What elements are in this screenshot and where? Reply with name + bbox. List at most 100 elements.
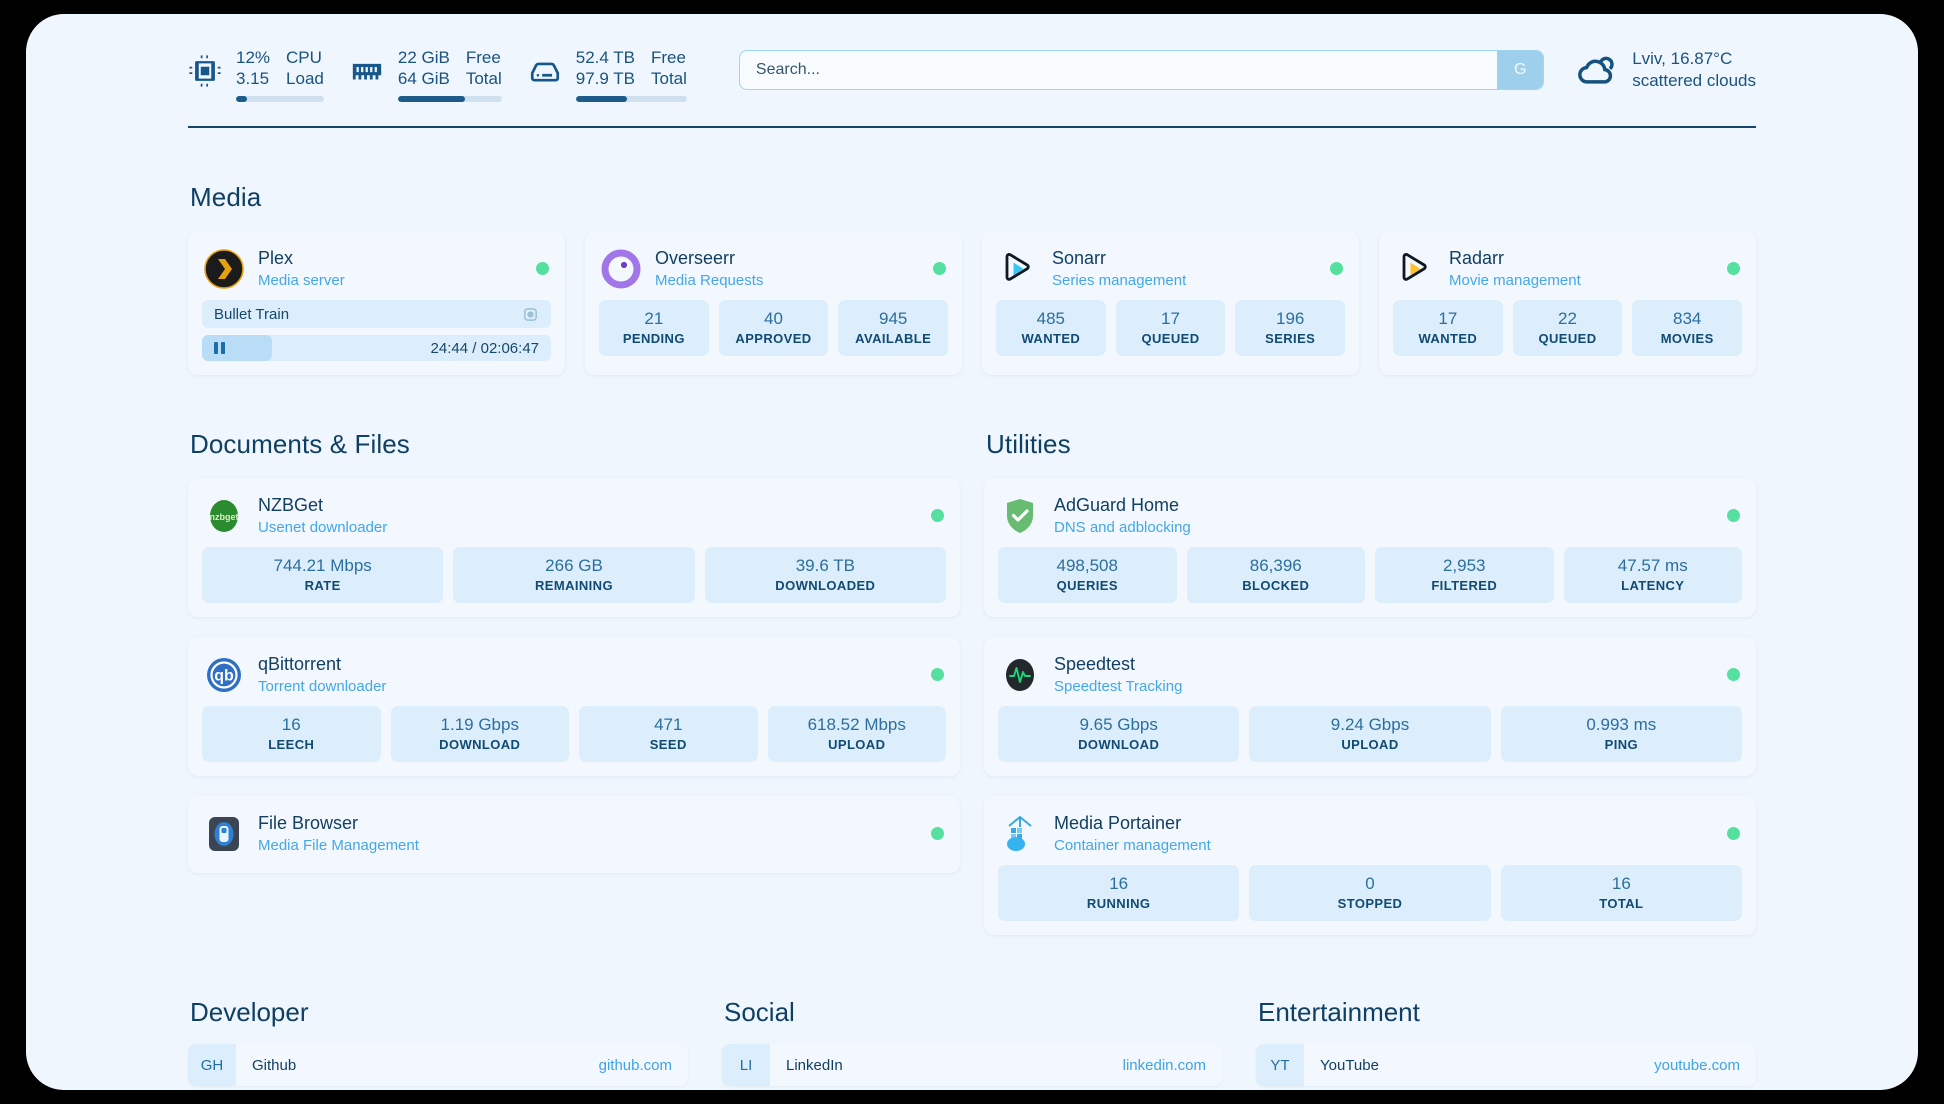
stat-tile: 47.57 ms LATENCY: [1563, 547, 1742, 604]
search-input[interactable]: [739, 51, 1498, 89]
stat-tiles: 21 PENDING 40 APPROVED 945 AVAILABLE: [599, 300, 949, 357]
playback-progress-bar[interactable]: 24:44 / 02:06:47: [202, 335, 551, 362]
utilities-column: Utilities AdGuard Home DNS and adblockin…: [984, 375, 1756, 936]
bookmark-item[interactable]: LI LinkedIn linkedin.com: [722, 1044, 1222, 1087]
tile-label: DOWNLOAD: [439, 737, 521, 753]
service-card-radarr[interactable]: Radarr Movie management 17 WANTED 22 QUE…: [1379, 231, 1756, 376]
ram-icon: [350, 54, 384, 88]
service-name: Radarr: [1449, 248, 1505, 269]
memory-secondary: 64 GiB: [397, 68, 450, 88]
tile-value: 834: [1672, 309, 1702, 329]
bookmark-name: LinkedIn: [786, 1056, 843, 1074]
search-box[interactable]: G: [738, 50, 1545, 90]
bookmark-item[interactable]: YT YouTube youtube.com: [1256, 1044, 1756, 1087]
tile-value: 266 GB: [545, 556, 603, 576]
stat-tile: 17 WANTED: [1393, 300, 1503, 357]
service-card-file-browser[interactable]: File Browser Media File Management: [188, 796, 960, 874]
service-desc: Media Requests: [655, 271, 764, 289]
memory-stat: 22 GiB 64 GiB Free Total: [350, 48, 502, 103]
section-title-utilities: Utilities: [986, 429, 1071, 460]
bookmark-group-title: Developer: [190, 997, 309, 1028]
tile-label: RATE: [304, 578, 341, 594]
tile-label: PING: [1604, 737, 1639, 753]
tile-value: 9.24 Gbps: [1330, 715, 1410, 735]
tile-value: 0: [1365, 874, 1375, 894]
service-card-overseerr[interactable]: Overseerr Media Requests 21 PENDING 40 A…: [585, 231, 962, 376]
service-name: Plex: [258, 248, 294, 269]
stat-tile: 86,396 BLOCKED: [1186, 547, 1365, 604]
status-dot: [1727, 827, 1740, 841]
cpu-icon: [188, 54, 222, 88]
memory-usage-bar: [397, 96, 502, 103]
bookmark-list: LI LinkedIn linkedin.com TW Twitter twit…: [722, 1044, 1222, 1090]
playback-separator: /: [472, 339, 477, 357]
status-dot: [536, 262, 549, 276]
service-card-speedtest[interactable]: Speedtest Speedtest Tracking 9.65 Gbps D…: [984, 637, 1756, 777]
tile-label: LATENCY: [1621, 578, 1685, 594]
stat-tile: 40 APPROVED: [718, 300, 829, 357]
card-header: nzbget NZBGet Usenet downloader: [202, 490, 946, 547]
tile-label: UPLOAD: [828, 737, 886, 753]
cpu-usage-fill: [236, 96, 247, 103]
bookmark-item[interactable]: GH Github github.com: [188, 1044, 688, 1087]
bookmark-url: youtube.com: [1654, 1056, 1740, 1074]
stat-tile: 196 SERIES: [1235, 300, 1346, 357]
tile-value: 17: [1161, 309, 1180, 329]
service-card-portainer[interactable]: Media Portainer Container management 16 …: [984, 796, 1756, 936]
service-desc: Media File Management: [258, 836, 419, 854]
service-card-adguard[interactable]: AdGuard Home DNS and adblocking 498,508 …: [984, 478, 1756, 618]
cpu-label-top: CPU: [286, 48, 322, 67]
tile-value: 47.57 ms: [1617, 556, 1688, 576]
memory-label-bottom: Total: [465, 68, 502, 88]
search-engine-button[interactable]: G: [1497, 51, 1544, 89]
tile-label: QUERIES: [1056, 578, 1118, 594]
service-card-sonarr[interactable]: Sonarr Series management 485 WANTED 17 Q…: [982, 231, 1359, 376]
service-card-nzbget[interactable]: nzbget NZBGet Usenet downloader 744.21 M…: [188, 478, 960, 618]
service-desc: Media server: [258, 271, 345, 289]
service-card-qbittorrent[interactable]: qb qBittorrent Torrent downloader 16: [188, 637, 960, 777]
memory-label-top: Free: [465, 48, 501, 67]
stat-tile: 471 SEED: [579, 706, 758, 763]
speedtest-icon: [1000, 655, 1040, 695]
bookmark-name: YouTube: [1320, 1056, 1379, 1074]
card-header: qb qBittorrent Torrent downloader: [202, 649, 946, 706]
stat-tile: 21 PENDING: [599, 300, 709, 357]
header-divider: [188, 126, 1756, 129]
tile-value: 21: [644, 309, 664, 329]
service-card-plex[interactable]: Plex Media server Bullet Train: [188, 231, 565, 376]
bookmark-abbr: GH: [188, 1044, 236, 1087]
svg-text:nzbget: nzbget: [210, 512, 239, 522]
cpu-value: 12%: [236, 48, 271, 67]
cast-icon[interactable]: [522, 306, 539, 323]
tile-label: AVAILABLE: [855, 331, 932, 347]
card-header: Overseerr Media Requests: [599, 243, 948, 300]
card-header: Radarr Movie management: [1393, 243, 1742, 300]
dashboard-content: Media Plex Media server Bullet Train: [26, 182, 1918, 1090]
service-desc: DNS and adblocking: [1054, 518, 1191, 536]
disk-secondary: 97.9 TB: [575, 68, 635, 88]
tile-label: DOWNLOADED: [775, 578, 876, 594]
disk-icon: [528, 54, 562, 88]
status-dot: [931, 509, 944, 523]
overseerr-icon: [601, 249, 641, 289]
card-header: AdGuard Home DNS and adblocking: [998, 490, 1742, 547]
svg-text:qb: qb: [214, 667, 234, 684]
service-desc: Speedtest Tracking: [1054, 677, 1183, 695]
stat-tile: 16 LEECH: [202, 706, 381, 763]
pause-icon[interactable]: [214, 342, 225, 355]
tile-label: WANTED: [1418, 331, 1478, 347]
status-dot: [931, 668, 944, 682]
bookmark-url: github.com: [598, 1056, 672, 1074]
tile-label: REMAINING: [534, 578, 613, 594]
stat-tile: 618.52 Mbps UPLOAD: [767, 706, 946, 763]
playback-elapsed: 24:44: [430, 339, 469, 357]
adguard-icon: [1000, 496, 1040, 536]
bookmark-abbr: YT: [1256, 1044, 1304, 1087]
tile-value: 40: [764, 309, 783, 329]
cpu-secondary: 3.15: [236, 68, 270, 88]
tile-value: 16: [281, 715, 301, 735]
now-playing-title: Bullet Train: [214, 305, 290, 323]
stat-tile: 266 GB REMAINING: [453, 547, 695, 604]
tile-label: RUNNING: [1086, 896, 1151, 912]
bookmark-group-developer: Developer GH Github github.com SO StackO…: [188, 997, 688, 1090]
